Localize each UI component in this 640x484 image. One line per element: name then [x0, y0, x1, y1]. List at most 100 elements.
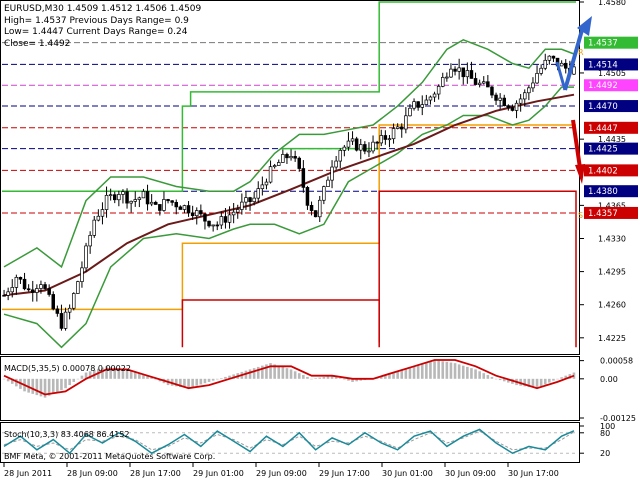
candle-body — [231, 211, 236, 216]
candle-body — [199, 210, 203, 215]
candle-body — [14, 276, 19, 288]
macd-histogram-bar — [47, 378, 51, 396]
macd-histogram-bar — [535, 378, 539, 389]
macd-histogram-bar — [35, 378, 39, 396]
candle-body — [186, 205, 191, 214]
candle-body — [133, 199, 138, 202]
macd-histogram-bar — [68, 378, 71, 386]
candle-body — [117, 194, 121, 201]
price-axis-label: 1.4580 — [598, 0, 626, 7]
macd-histogram-bar — [142, 374, 145, 379]
price-axis: 1.4580 1.4505 1.4435 1.4365 1.4330 1.4295 1.42… — [580, 0, 638, 343]
candle-body — [436, 85, 441, 95]
candle-body — [289, 156, 293, 159]
candle-body — [408, 107, 412, 117]
candle-body — [412, 101, 416, 109]
macd-histogram-bar — [330, 375, 334, 379]
price-label-box — [584, 121, 638, 134]
macd-histogram-bar — [408, 367, 412, 379]
macd-histogram-bar — [326, 376, 330, 379]
candle-body — [174, 202, 179, 208]
macd-histogram-bar — [334, 376, 338, 379]
candle-body — [461, 67, 466, 78]
macd-histogram-bar — [429, 361, 432, 379]
macd-histogram-bar — [60, 378, 63, 391]
macd-histogram-bar — [117, 368, 121, 379]
macd-histogram-bar — [39, 378, 43, 397]
macd-histogram-bar — [355, 378, 358, 382]
macd-histogram-bar — [449, 362, 453, 379]
pivot-orange-line — [2, 124, 576, 311]
candle-body — [170, 200, 174, 203]
price-pane[interactable] — [0, 0, 580, 355]
stoch-pane[interactable] — [0, 422, 580, 463]
candle-body — [318, 199, 322, 218]
time-axis-label: 30 Jun 09:00 — [445, 469, 496, 478]
macd-histogram-bar — [531, 378, 535, 388]
candle-body — [449, 68, 453, 78]
price-label-text: 1.4470 — [588, 102, 618, 112]
candle-body — [383, 135, 388, 140]
time-axis-label: 28 Jun 09:00 — [67, 469, 118, 478]
candle-body — [215, 224, 220, 227]
candle-body — [178, 206, 183, 210]
candle-body — [457, 67, 461, 72]
candle-body — [277, 162, 281, 166]
macd-histogram-bar — [396, 371, 399, 379]
price-axis-label: 1.4260 — [598, 301, 626, 310]
candle-body — [22, 278, 27, 290]
candle-body — [539, 67, 543, 74]
candle-body — [244, 197, 248, 203]
candle-body — [469, 70, 474, 79]
macd-histogram-bar — [273, 364, 276, 379]
candle-body — [137, 197, 142, 200]
candle-body — [219, 216, 224, 226]
candle-body — [293, 156, 297, 159]
macd-histogram-bar — [199, 378, 203, 385]
macd-pane[interactable] — [0, 356, 580, 421]
macd-histogram-bar — [203, 378, 207, 384]
macd-histogram-bar — [51, 378, 55, 394]
candle-body — [473, 78, 478, 85]
macd-histogram-bar — [293, 371, 297, 379]
candle-body — [301, 168, 306, 188]
candle-body — [482, 81, 486, 84]
candle-body — [182, 205, 187, 210]
candle-body — [322, 186, 326, 201]
candle-body — [281, 154, 285, 163]
macd-histogram-bar — [187, 378, 190, 389]
candle-body — [252, 197, 256, 202]
candle-body — [80, 267, 84, 282]
macd-histogram-bar — [343, 378, 346, 380]
macd-axis-label: -0.00125 — [600, 414, 636, 423]
macd-histogram-bar — [548, 378, 551, 383]
macd-histogram-bar — [347, 378, 350, 381]
candle-body — [158, 204, 162, 211]
candle-body — [260, 184, 265, 190]
arrow-up-icon — [555, 16, 592, 91]
price-label-box — [584, 100, 638, 113]
price-axis-label: 1.4330 — [598, 234, 626, 243]
candle-body — [18, 276, 23, 280]
candle-body — [10, 287, 15, 293]
price-label-text: 1.4514 — [588, 60, 618, 70]
macd-histogram-bar — [10, 378, 14, 384]
macd-histogram-bar — [306, 376, 309, 379]
candle-body — [309, 205, 314, 211]
candle-body — [51, 294, 55, 310]
macd-histogram-bar — [556, 378, 559, 380]
macd-histogram-bar — [265, 364, 268, 379]
candle-body — [272, 165, 277, 168]
candle-body — [326, 179, 330, 187]
macd-title: MACD(5,35,5) 0.00078 0.00022 — [4, 364, 131, 373]
macd-histogram-bar — [76, 378, 80, 380]
price-label-box — [584, 164, 638, 177]
macd-histogram-bar — [129, 370, 133, 379]
macd-histogram-bar — [437, 360, 440, 379]
stoch-title: Stoch(10,3,3) 83.4068 86.4152 — [4, 430, 130, 439]
candle-body — [346, 140, 351, 148]
macd-histogram-bar — [507, 378, 510, 383]
macd-histogram-bar — [351, 378, 354, 382]
